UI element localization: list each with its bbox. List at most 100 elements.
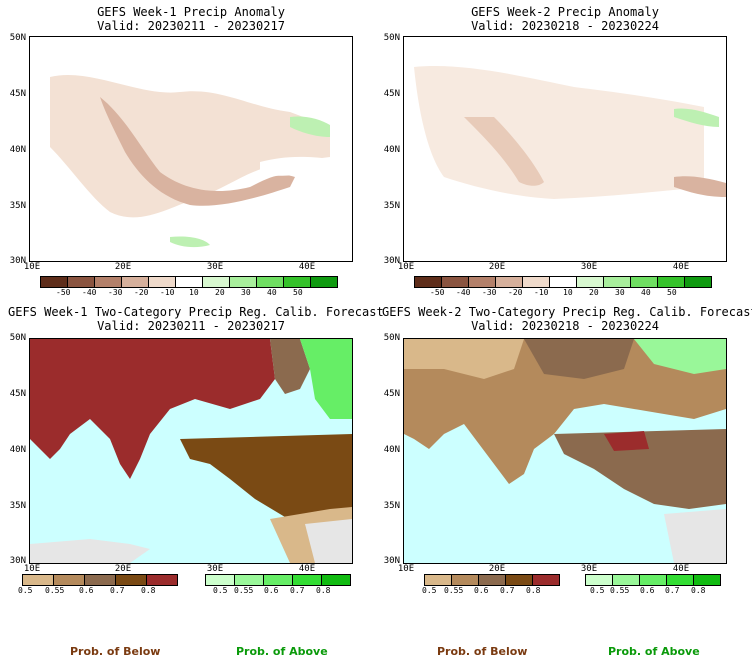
cb-label: 0.8 — [316, 586, 331, 595]
panel4-title: GEFS Week-2 Two-Category Precip Reg. Cal… — [382, 305, 752, 319]
lat-label: 30N — [9, 256, 26, 266]
cb-label: 50 — [293, 288, 303, 297]
anomaly-colorbar-1 — [40, 276, 338, 288]
legend-below-right: Prob. of Below — [437, 645, 528, 658]
cb-cell — [506, 574, 533, 586]
cb-cell — [116, 574, 147, 586]
cb-label: 0.6 — [474, 586, 489, 595]
lat-label: 50N — [383, 333, 400, 343]
lat-label: 35N — [383, 201, 400, 211]
cb-cell — [95, 276, 122, 288]
lat-label: 50N — [9, 33, 26, 43]
cb-cell — [40, 276, 68, 288]
cb-cell — [442, 276, 469, 288]
cb-label: 20 — [215, 288, 225, 297]
lat-label: 30N — [383, 556, 400, 566]
map-week2-anomaly — [414, 66, 726, 199]
cb-cell — [533, 574, 560, 586]
cb-label: 40 — [641, 288, 651, 297]
lon-label: 30E — [206, 262, 224, 272]
cb-cell — [424, 574, 452, 586]
cb-cell — [550, 276, 577, 288]
below-colorbar-2 — [424, 574, 560, 586]
cb-label: -50 — [430, 288, 445, 297]
cb-cell — [257, 276, 284, 288]
lat-label: 50N — [383, 33, 400, 43]
cb-cell — [469, 276, 496, 288]
lat-label: 30N — [9, 556, 26, 566]
cb-label: -50 — [56, 288, 71, 297]
below-colorbar-1 — [22, 574, 178, 586]
cb-label: 0.6 — [79, 586, 94, 595]
cb-label: 0.55 — [234, 586, 254, 595]
above-colorbar-1 — [205, 574, 351, 586]
map-week2-prob — [404, 339, 726, 563]
lon-label: 30E — [206, 564, 224, 574]
lon-label: 20E — [114, 262, 132, 272]
panel3-valid: Valid: 20230211 - 20230217 — [97, 319, 285, 333]
map-week1-prob — [30, 339, 352, 563]
cb-label: 10 — [189, 288, 199, 297]
cb-label: 0.8 — [526, 586, 541, 595]
cb-label: 0.55 — [444, 586, 464, 595]
map-week1-anomaly — [50, 74, 330, 248]
cb-cell — [264, 574, 293, 586]
lat-label: 40N — [9, 145, 26, 155]
cb-label: 0.8 — [141, 586, 156, 595]
cb-label: 0.5 — [590, 586, 605, 595]
cb-label: 0.5 — [18, 586, 33, 595]
cb-cell — [322, 574, 351, 586]
cb-cell — [694, 574, 721, 586]
lat-label: 30N — [383, 256, 400, 266]
lat-label: 35N — [383, 501, 400, 511]
cb-label: -30 — [108, 288, 123, 297]
cb-cell — [54, 574, 85, 586]
cb-cell — [452, 574, 479, 586]
lon-label: 30E — [580, 262, 598, 272]
lon-label: 20E — [488, 564, 506, 574]
cb-label: 0.7 — [110, 586, 125, 595]
lon-label: 10E — [397, 564, 415, 574]
cb-label: -10 — [160, 288, 175, 297]
cb-label: 0.7 — [665, 586, 680, 595]
cb-label: 50 — [667, 288, 677, 297]
lon-label: 20E — [488, 262, 506, 272]
cb-cell — [414, 276, 442, 288]
panel1-title: GEFS Week-1 Precip Anomaly — [97, 5, 285, 19]
map-panel-week1-prob — [29, 338, 353, 564]
anomaly-colorbar-2 — [414, 276, 712, 288]
cb-cell — [631, 276, 658, 288]
cb-cell — [293, 574, 322, 586]
cb-cell — [523, 276, 550, 288]
cb-label: 20 — [589, 288, 599, 297]
lon-label: 20E — [114, 564, 132, 574]
legend-above-left: Prob. of Above — [236, 645, 328, 658]
cb-label: -30 — [482, 288, 497, 297]
lat-label: 40N — [383, 445, 400, 455]
cb-label: 30 — [241, 288, 251, 297]
cb-cell — [85, 574, 116, 586]
cb-label: 0.6 — [264, 586, 279, 595]
cb-label: 0.7 — [290, 586, 305, 595]
lon-label: 10E — [397, 262, 415, 272]
cb-label: 0.7 — [500, 586, 515, 595]
cb-label: 0.55 — [610, 586, 630, 595]
lon-label: 40E — [672, 564, 690, 574]
cb-cell — [604, 276, 631, 288]
above-colorbar-2 — [585, 574, 721, 586]
lat-label: 45N — [9, 389, 26, 399]
lat-label: 45N — [383, 389, 400, 399]
cb-cell — [311, 276, 338, 288]
lon-label: 40E — [298, 564, 316, 574]
cb-cell — [203, 276, 230, 288]
lat-label: 45N — [383, 89, 400, 99]
map-panel-week2-anomaly — [403, 36, 727, 262]
cb-label: 0.6 — [640, 586, 655, 595]
cb-label: -20 — [508, 288, 523, 297]
cb-cell — [284, 276, 311, 288]
lat-label: 40N — [9, 445, 26, 455]
panel1-valid: Valid: 20230211 - 20230217 — [97, 19, 285, 33]
lat-label: 35N — [9, 201, 26, 211]
cb-label: 40 — [267, 288, 277, 297]
lat-label: 35N — [9, 501, 26, 511]
